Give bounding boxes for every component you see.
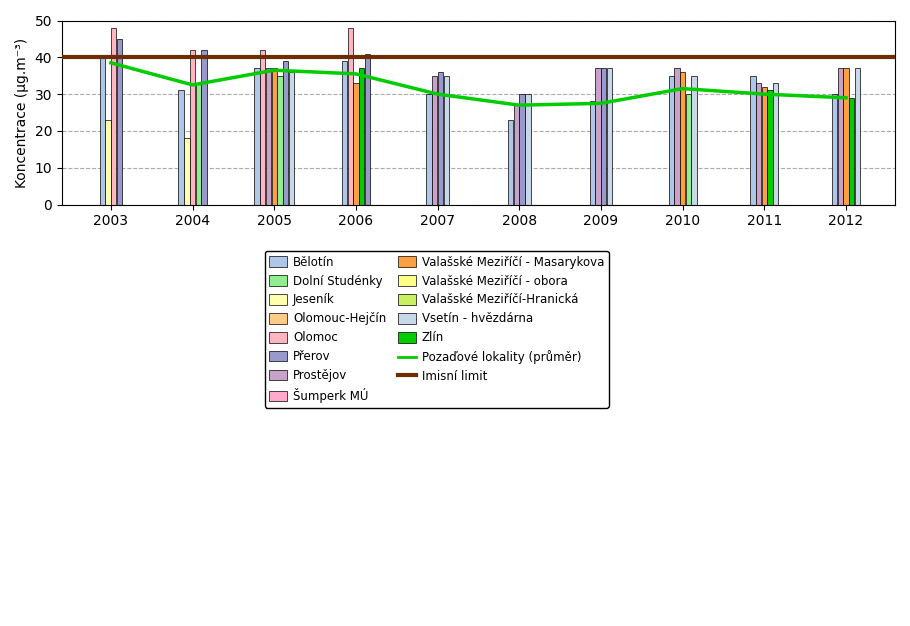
Legend: Bělotín, Dolní Studénky, Jeseník, Olomouc-Hejčín, Olomoc, Přerov, Prostějov, Šum: Bělotín, Dolní Studénky, Jeseník, Olomou… <box>265 251 609 408</box>
Bar <box>762 87 767 205</box>
Bar <box>271 68 277 205</box>
Bar <box>680 72 685 205</box>
Bar <box>278 76 283 205</box>
Bar <box>669 76 674 205</box>
Bar <box>590 101 595 205</box>
Pozaďové lokality (průměr) <box>432 90 443 98</box>
Bar <box>260 50 266 205</box>
Bar <box>359 68 364 205</box>
Imisní limit <box>187 54 198 61</box>
Bar <box>849 98 854 205</box>
Pozaďové lokality (průměr) <box>595 100 606 107</box>
Bar <box>342 61 347 205</box>
Bar <box>266 68 271 205</box>
Pozaďové lokality (průměr) <box>759 90 770 98</box>
Bar <box>365 54 370 205</box>
Bar <box>288 72 294 205</box>
Bar <box>774 83 778 205</box>
Bar <box>514 105 519 205</box>
Line: Pozaďové lokality (průměr): Pozaďové lokality (průměr) <box>111 63 846 105</box>
Pozaďové lokality (průměr) <box>841 94 852 101</box>
Bar <box>438 72 443 205</box>
Imisní limit <box>106 54 116 61</box>
Bar <box>116 39 122 205</box>
Bar <box>190 50 196 205</box>
Bar <box>832 94 837 205</box>
Bar <box>184 138 189 205</box>
Bar <box>837 68 843 205</box>
Bar <box>686 94 691 205</box>
Pozaďové lokality (průměr) <box>350 70 361 78</box>
Bar <box>767 90 773 205</box>
Bar <box>443 76 449 205</box>
Pozaďové lokality (průměr) <box>514 101 525 109</box>
Bar <box>111 28 116 205</box>
Pozaďové lokality (průměr) <box>187 81 198 89</box>
Bar <box>692 76 697 205</box>
Bar <box>427 94 431 205</box>
Bar <box>178 90 184 205</box>
Bar <box>100 58 105 205</box>
Bar <box>602 68 606 205</box>
Pozaďové lokality (průměr) <box>106 59 116 66</box>
Bar <box>196 83 201 205</box>
Bar <box>595 68 601 205</box>
Bar <box>674 68 680 205</box>
Bar <box>525 94 531 205</box>
Bar <box>283 61 288 205</box>
Bar <box>756 83 762 205</box>
Bar <box>854 68 860 205</box>
Bar <box>348 28 353 205</box>
Bar <box>520 94 525 205</box>
Bar <box>750 76 755 205</box>
Bar <box>106 120 111 205</box>
Bar <box>353 83 359 205</box>
Y-axis label: Koncentrace (μg.m⁻³): Koncentrace (μg.m⁻³) <box>15 38 29 188</box>
Bar <box>255 68 259 205</box>
Bar <box>607 68 612 205</box>
Pozaďové lokality (průměr) <box>677 85 688 93</box>
Bar <box>201 50 207 205</box>
Bar <box>844 68 849 205</box>
Bar <box>432 76 438 205</box>
Bar <box>508 120 513 205</box>
Pozaďové lokality (průměr) <box>268 66 279 74</box>
